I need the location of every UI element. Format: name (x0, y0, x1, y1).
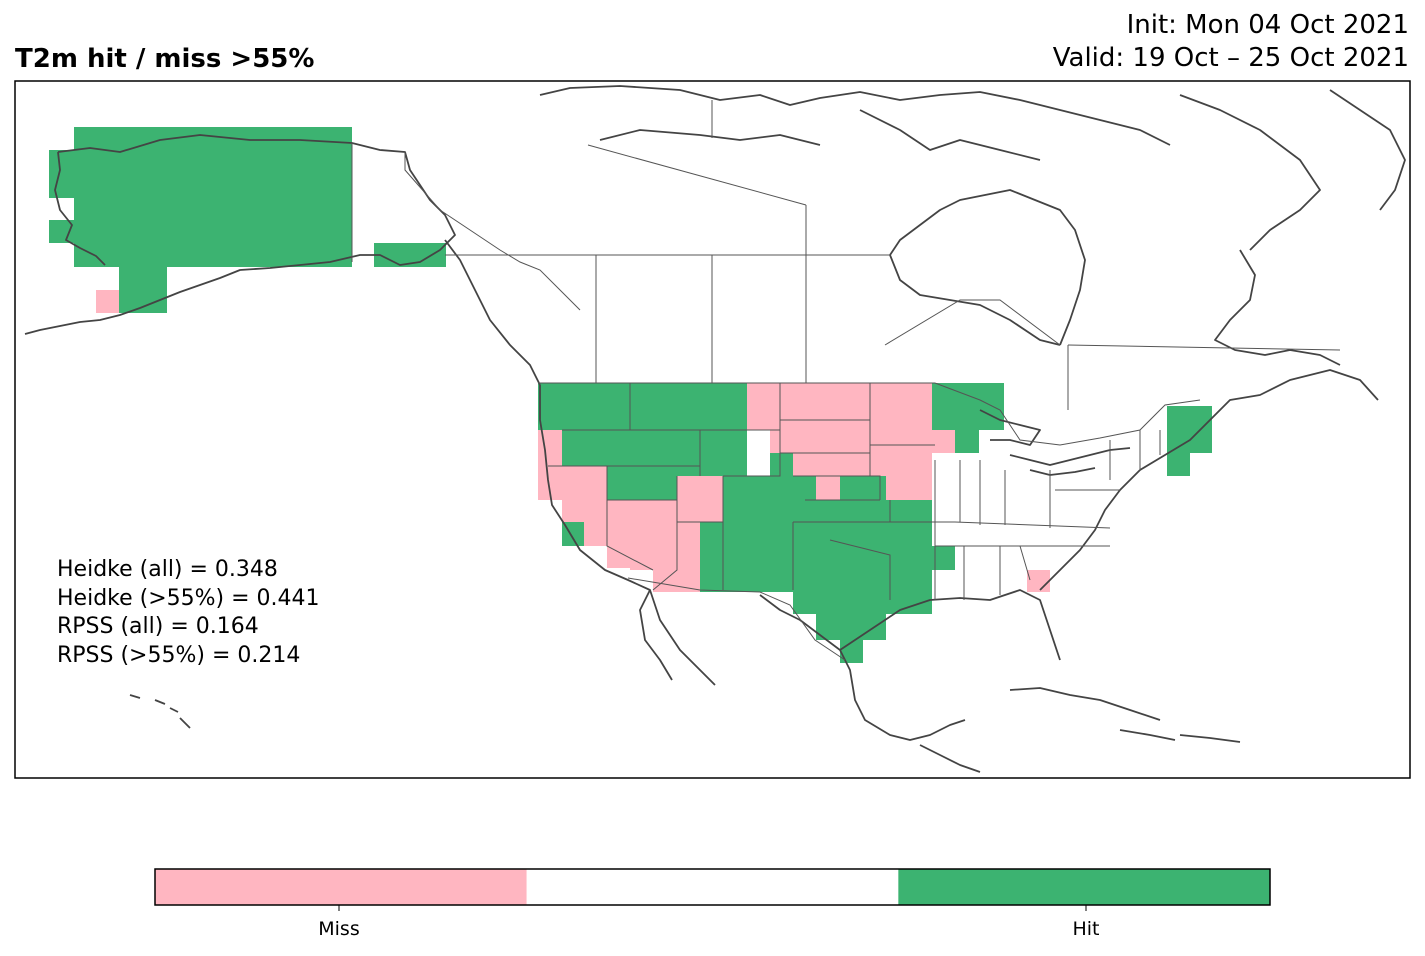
init-date: Init: Mon 04 Oct 2021 (1126, 10, 1409, 40)
colorbar-label-hit: Hit (1072, 918, 1100, 940)
cell-alaska-west-hit (49, 150, 74, 198)
colorbar (154, 868, 1271, 911)
valid-range: Valid: 19 Oct – 25 Oct 2021 (1052, 43, 1409, 73)
map-title: T2m hit / miss >55% (15, 44, 315, 74)
cell-central-hit (700, 476, 955, 663)
cell-greatlakes-hit (932, 383, 1004, 453)
map-frame (14, 80, 1411, 779)
cell-nw-hit (538, 383, 793, 500)
stat-heidke-all: Heidke (all) = 0.348 (57, 557, 278, 582)
cell-alaska-hit (74, 127, 352, 267)
stat-rpss-55: RPSS (>55%) = 0.214 (57, 642, 301, 668)
stat-rpss-all: RPSS (all) = 0.164 (57, 614, 259, 639)
cell-alaska-penin-miss (96, 290, 119, 313)
colorbar-segment (526, 869, 899, 905)
stats-box: Heidke (all) = 0.348 Heidke (>55%) = 0.4… (57, 556, 320, 670)
colorbar-segment (898, 869, 1270, 905)
cell-se-miss (1027, 570, 1050, 592)
stat-heidke-55: Heidke (>55%) = 0.441 (57, 585, 320, 611)
colorbar-frame (154, 868, 1271, 906)
colorbar-label-miss: Miss (318, 918, 360, 940)
borders (351, 100, 1341, 661)
coastlines (24, 85, 1406, 773)
colorbar-segment (155, 869, 527, 905)
cell-plains-miss (747, 383, 955, 500)
forecast-cells (49, 127, 1212, 663)
